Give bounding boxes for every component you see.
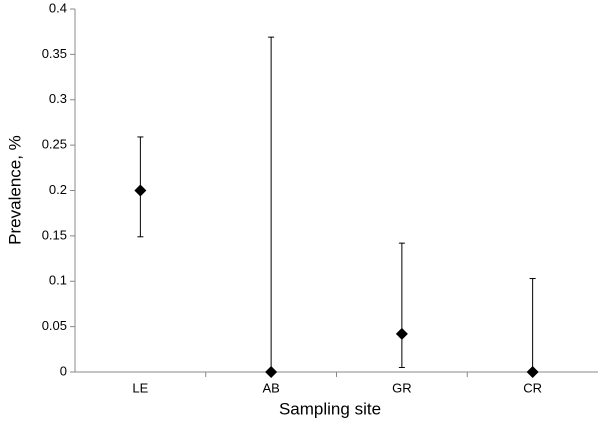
x-tick-label: CR bbox=[523, 380, 542, 395]
x-axis-title: Sampling site bbox=[279, 399, 381, 418]
y-tick-label: 0 bbox=[60, 363, 67, 378]
x-tick-label: LE bbox=[132, 380, 148, 395]
y-tick-label: 0.35 bbox=[42, 46, 67, 61]
marker bbox=[395, 327, 408, 340]
y-tick-label: 0.15 bbox=[42, 227, 67, 242]
marker bbox=[526, 366, 539, 378]
y-tick-label: 0.05 bbox=[42, 318, 67, 333]
x-tick-label: GR bbox=[392, 380, 412, 395]
y-tick-label: 0.25 bbox=[42, 137, 67, 152]
y-tick-label: 0.2 bbox=[49, 182, 67, 197]
marker bbox=[265, 366, 278, 378]
y-axis-title: Prevalence, % bbox=[5, 135, 24, 245]
x-tick-label: AB bbox=[262, 380, 279, 395]
y-tick-label: 0.1 bbox=[49, 273, 67, 288]
y-tick-label: 0.3 bbox=[49, 91, 67, 106]
y-tick-label: 0.4 bbox=[49, 0, 67, 15]
marker bbox=[134, 184, 147, 197]
